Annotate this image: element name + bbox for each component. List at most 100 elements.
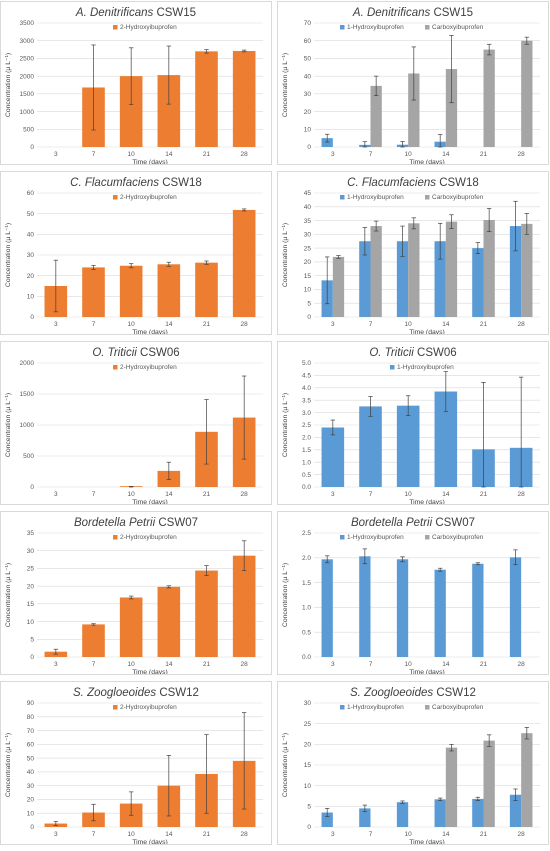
legend-entry: 2-Hydroxyibuprofen [120, 364, 177, 371]
y-tick-label: 35 [27, 530, 35, 537]
y-tick-label: 20 [304, 259, 312, 266]
chart-title-strain: CSW07 [155, 517, 198, 529]
x-axis-label: Time (days) [132, 839, 168, 844]
y-tick-label: 2.5 [302, 422, 311, 429]
y-tick-label: 20 [27, 273, 35, 280]
x-tick-label: 3 [331, 321, 335, 328]
bar [521, 223, 533, 317]
y-tick-label: 70 [304, 20, 312, 27]
bar [521, 40, 533, 147]
y-tick-label: 2000 [20, 73, 35, 80]
x-tick-label: 10 [128, 151, 136, 158]
y-tick-label: 500 [23, 453, 34, 460]
x-tick-label: 3 [331, 151, 335, 158]
bar [359, 808, 371, 827]
chart-title-species: C. Flacumfaciens [70, 177, 159, 189]
legend-entry: 2-Hydroxyibuprofen [120, 24, 177, 31]
y-tick-label: 0.0 [302, 484, 311, 491]
bar [396, 802, 409, 827]
x-axis-label: Time (days) [132, 669, 168, 674]
legend-entry: Carboxyibuprofen [432, 534, 484, 541]
y-tick-label: 25 [27, 566, 35, 573]
bar [370, 85, 382, 147]
x-tick-label: 3 [54, 661, 58, 668]
y-tick-label: 0 [30, 144, 34, 151]
bar [359, 556, 371, 657]
chart-svg: O. Triticii CSW06 0 500 1000 1500 2000 Concent… [5, 347, 263, 504]
y-axis-label: Concentration (µ L⁻¹) [282, 733, 289, 797]
legend-swatch [340, 195, 345, 200]
y-tick-label: 40 [27, 769, 35, 776]
y-tick-label: 0.5 [302, 472, 311, 479]
chart-title-strain: CSW15 [153, 7, 196, 19]
chart-svg: A. Denitrificans CSW15 0 500 1000 1500 2000 25… [5, 7, 263, 164]
x-tick-label: 28 [518, 321, 526, 328]
x-tick-label: 21 [480, 151, 488, 158]
bar [483, 220, 495, 317]
x-tick-label: 28 [518, 491, 526, 498]
x-tick-label: 28 [241, 321, 249, 328]
y-tick-label: 90 [27, 700, 35, 707]
y-tick-label: 1.5 [302, 447, 311, 454]
bar [321, 812, 333, 827]
chart-panel: C. Flacumfaciens CSW18 0 10 20 30 40 50 60 Conce… [0, 171, 272, 335]
y-tick-label: 0 [307, 824, 311, 831]
x-tick-label: 14 [442, 151, 450, 158]
bar [434, 799, 446, 827]
chart-title-species: Bordetella Petrii [351, 517, 433, 529]
y-tick-label: 20 [27, 797, 35, 804]
y-tick-label: 0 [307, 314, 311, 321]
bar [370, 226, 382, 317]
x-tick-label: 21 [203, 151, 211, 158]
y-tick-label: 0.5 [302, 629, 311, 636]
chart-panel: S. Zoogloeoides CSW12 0 10 20 30 40 50 60 70 80 90… [0, 681, 272, 845]
y-tick-label: 15 [304, 273, 312, 280]
y-axis-label: Concentration (µ L⁻¹) [282, 223, 289, 287]
chart-panel: Bordetella Petrii CSW07 0.0 0.5 1.0 1.5 2.0 2.… [277, 511, 549, 675]
bar [332, 256, 345, 317]
bar [445, 69, 458, 147]
chart-svg: S. Zoogloeoides CSW12 0 5 10 15 20 25 30 Concent… [282, 687, 540, 844]
x-tick-label: 3 [54, 831, 58, 838]
legend-entry: 1-Hydroxyibuprofen [347, 194, 404, 201]
bar [483, 740, 495, 827]
bar [359, 406, 382, 487]
chart-title-strain: CSW12 [156, 687, 199, 699]
x-tick-label: 7 [369, 321, 373, 328]
x-axis-label: Time (days) [409, 499, 445, 504]
y-tick-label: 2000 [20, 360, 35, 367]
chart-svg: Bordetella Petrii CSW07 0.0 0.5 1.0 1.5 2.0 2.… [282, 517, 540, 674]
legend-swatch [113, 195, 118, 200]
chart-title: Bordetella Petrii CSW07 [74, 517, 198, 529]
x-axis-label: Time (days) [409, 839, 445, 844]
x-tick-label: 14 [442, 321, 450, 328]
bar [157, 586, 181, 657]
x-tick-label: 14 [442, 661, 450, 668]
chart-title: A. Denitrificans CSW15 [75, 7, 196, 19]
bar [434, 241, 446, 317]
x-tick-label: 3 [331, 661, 335, 668]
y-axis-label: Concentration (µ L⁻¹) [282, 53, 289, 117]
y-tick-label: 3500 [20, 20, 35, 27]
y-tick-label: 50 [304, 56, 312, 63]
x-tick-label: 21 [203, 321, 211, 328]
y-tick-label: 20 [304, 109, 312, 116]
chart-title: C. Flacumfaciens CSW18 [347, 177, 479, 189]
x-tick-label: 28 [241, 151, 249, 158]
chart-title-strain: CSW12 [433, 687, 476, 699]
x-axis-label: Time (days) [132, 499, 168, 504]
bar [472, 798, 484, 827]
x-tick-label: 10 [128, 491, 136, 498]
chart-title: S. Zoogloeoides CSW12 [350, 687, 476, 699]
chart-svg: O. Triticii CSW06 0.0 0.5 1.0 1.5 2.0 2.5 3.0 3.… [282, 347, 540, 504]
chart-title-species: O. Triticii [92, 347, 137, 359]
x-tick-label: 14 [165, 491, 173, 498]
bar [232, 555, 256, 657]
bar [157, 264, 181, 317]
chart-title-strain: CSW18 [436, 177, 479, 189]
x-tick-label: 3 [331, 491, 335, 498]
chart-svg: Bordetella Petrii CSW07 0 5 10 15 20 25 30 35 Con… [5, 517, 263, 674]
y-tick-label: 30 [304, 91, 312, 98]
y-tick-label: 4.0 [302, 385, 311, 392]
chart-title: Bordetella Petrii CSW07 [351, 517, 475, 529]
